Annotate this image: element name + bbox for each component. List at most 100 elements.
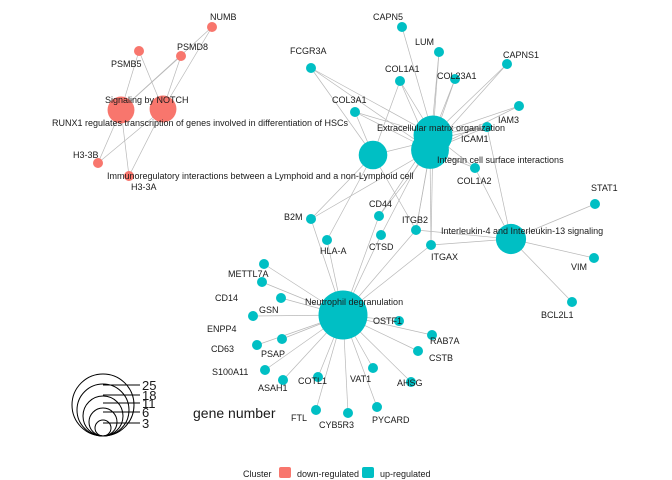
gene-node-ctsd bbox=[376, 230, 386, 240]
gene-label-iam3: IAM3 bbox=[498, 115, 519, 125]
gene-node-ahsg bbox=[406, 377, 416, 387]
edge-p_immuno-FCGR3A bbox=[310, 67, 374, 156]
color-legend-label-up: up-regulated bbox=[380, 469, 431, 479]
gene-label-cotl1: COTL1 bbox=[298, 376, 327, 386]
edge-p_ecm-FCGR3A bbox=[310, 67, 434, 136]
edge-p_integrin-B2M bbox=[310, 149, 431, 220]
size-legend-circle-25 bbox=[71, 373, 135, 437]
gene-label-h3-3a: H3-3A bbox=[131, 182, 157, 192]
gene-node-s100a11 bbox=[260, 365, 270, 375]
edge-p_notch-NUMB bbox=[162, 26, 213, 110]
gene-node-pycard bbox=[372, 402, 382, 412]
size-legend-label-3: 3 bbox=[142, 416, 149, 431]
edge-p_il4-STAT1 bbox=[510, 203, 596, 240]
size-legend-label-6: 6 bbox=[142, 405, 149, 420]
size-legend-circle-11 bbox=[82, 395, 124, 437]
gene-node-stat1 bbox=[590, 199, 600, 209]
gene-label-stat1: STAT1 bbox=[591, 183, 618, 193]
size-legend: 25 18 11 6 3 gene number bbox=[71, 373, 276, 437]
pathway-label-runx1: RUNX1 regulates transcription of genes i… bbox=[52, 118, 348, 128]
gene-node-ostf1 bbox=[394, 316, 404, 326]
gene-node-itgax bbox=[426, 240, 436, 250]
color-legend-label-down: down-regulated bbox=[297, 469, 359, 479]
gene-node-bcl2l1 bbox=[567, 297, 577, 307]
gene-label-col1a1: COL1A1 bbox=[385, 64, 420, 74]
gene-label-ahsg: AHSG bbox=[397, 378, 423, 388]
gene-label-cyb5r3: CYB5R3 bbox=[319, 420, 354, 430]
pathway-node-integrin bbox=[411, 131, 449, 169]
edge-p_runx1-PSMD8 bbox=[120, 55, 182, 111]
pathway-label-neutro: Neutrophil degranulation bbox=[305, 297, 403, 307]
gene-label-pycard: PYCARD bbox=[372, 415, 410, 425]
color-legend-title: Cluster bbox=[243, 469, 272, 479]
pathway-node-neutro bbox=[318, 290, 368, 340]
gene-node-psmb5 bbox=[134, 46, 144, 56]
gene-node-capns1 bbox=[502, 59, 512, 69]
gene-node-cd63 bbox=[252, 340, 262, 350]
pathway-label-il4: Interleukin-4 and Interleukin-13 signali… bbox=[441, 226, 603, 236]
gene-label-ctsd: CTSD bbox=[369, 242, 394, 252]
gene-node-h3-3a bbox=[124, 171, 134, 181]
label-layer: NUMB PSMD8 PSMB5 H3-3B H3-3A CAPN5 LUM CAPNS1 FC… bbox=[52, 12, 618, 430]
gene-label-h3-3b: H3-3B bbox=[73, 150, 99, 160]
gene-node-capn5 bbox=[397, 22, 407, 32]
gene-label-itgb2: ITGB2 bbox=[402, 215, 428, 225]
gene-node-itgb2 bbox=[411, 225, 421, 235]
gene-node-cyb5r3 bbox=[343, 408, 353, 418]
gene-label-cd44: CD44 bbox=[369, 199, 392, 209]
gene-label-vat1: VAT1 bbox=[350, 374, 371, 384]
gene-node-col1a1 bbox=[395, 76, 405, 86]
gene-node-enpp4 bbox=[248, 311, 258, 321]
pathway-node-il4 bbox=[495, 223, 527, 255]
edge-p_il4-ICAM1 bbox=[486, 126, 512, 240]
gene-label-s100a11: S100A11 bbox=[212, 367, 248, 377]
gene-label-itgax: ITGAX bbox=[431, 252, 458, 262]
gene-node-b2m bbox=[306, 214, 316, 224]
gene-node-h3-3b bbox=[93, 158, 103, 168]
gene-node-cotl1 bbox=[313, 372, 323, 382]
gene-node-asah1 bbox=[278, 375, 288, 385]
gene-label-cd14: CD14 bbox=[215, 293, 238, 303]
gene-label-psmd8: PSMD8 bbox=[177, 42, 208, 52]
pathway-label-ecm: Extracellular matrix organization bbox=[377, 123, 505, 133]
gene-label-cstb: CSTB bbox=[429, 353, 453, 363]
edge-layer bbox=[97, 26, 596, 414]
gene-label-bcl2l1: BCL2L1 bbox=[541, 310, 574, 320]
gene-node-col1a2 bbox=[470, 163, 480, 173]
edge-p_notch-H3-3B bbox=[97, 108, 164, 164]
gene-node-cstb bbox=[413, 346, 423, 356]
gene-node-ftl bbox=[311, 405, 321, 415]
edge-p_immuno-B2M bbox=[310, 154, 374, 220]
gene-node-col23a1 bbox=[450, 74, 460, 84]
size-legend-label-25: 25 bbox=[142, 378, 156, 393]
gene-label-numb: NUMB bbox=[210, 12, 237, 22]
color-legend-swatch-up bbox=[362, 467, 374, 478]
gene-node-cd44 bbox=[374, 211, 384, 221]
pathway-label-notch: Signaling by NOTCH bbox=[105, 95, 189, 105]
gene-node-col3a1 bbox=[350, 107, 360, 117]
gene-node-lum bbox=[434, 47, 444, 57]
size-legend-label-18: 18 bbox=[142, 388, 156, 403]
gene-label-hla-a: HLA-A bbox=[320, 246, 347, 256]
gene-label-gsn: GSN bbox=[259, 305, 279, 315]
gene-node-iam3 bbox=[514, 101, 524, 111]
gene-node-mettl7a bbox=[259, 259, 269, 269]
pathway-node-notch bbox=[149, 95, 177, 123]
gene-label-col3a1: COL3A1 bbox=[332, 95, 367, 105]
gene-node-gsn bbox=[276, 293, 286, 303]
gene-label-col23a1: COL23A1 bbox=[437, 71, 477, 81]
gene-label-lum: LUM bbox=[415, 37, 434, 47]
node-layer bbox=[93, 22, 600, 418]
size-legend-title: gene number bbox=[193, 405, 276, 421]
gene-label-psap: PSAP bbox=[261, 349, 285, 359]
gene-node-fcgr3a bbox=[306, 63, 316, 73]
gene-node-hla-a bbox=[322, 235, 332, 245]
gene-label-psmb5: PSMB5 bbox=[111, 59, 142, 69]
pathway-label-immuno: Immunoregulatory interactions between a … bbox=[107, 171, 414, 181]
gene-node-rab7a bbox=[427, 330, 437, 340]
pathway-node-immuno bbox=[358, 140, 388, 170]
gene-label-capn5: CAPN5 bbox=[373, 12, 403, 22]
gene-label-fcgr3a: FCGR3A bbox=[290, 46, 327, 56]
gene-label-mettl7a: METTL7A bbox=[228, 269, 269, 279]
